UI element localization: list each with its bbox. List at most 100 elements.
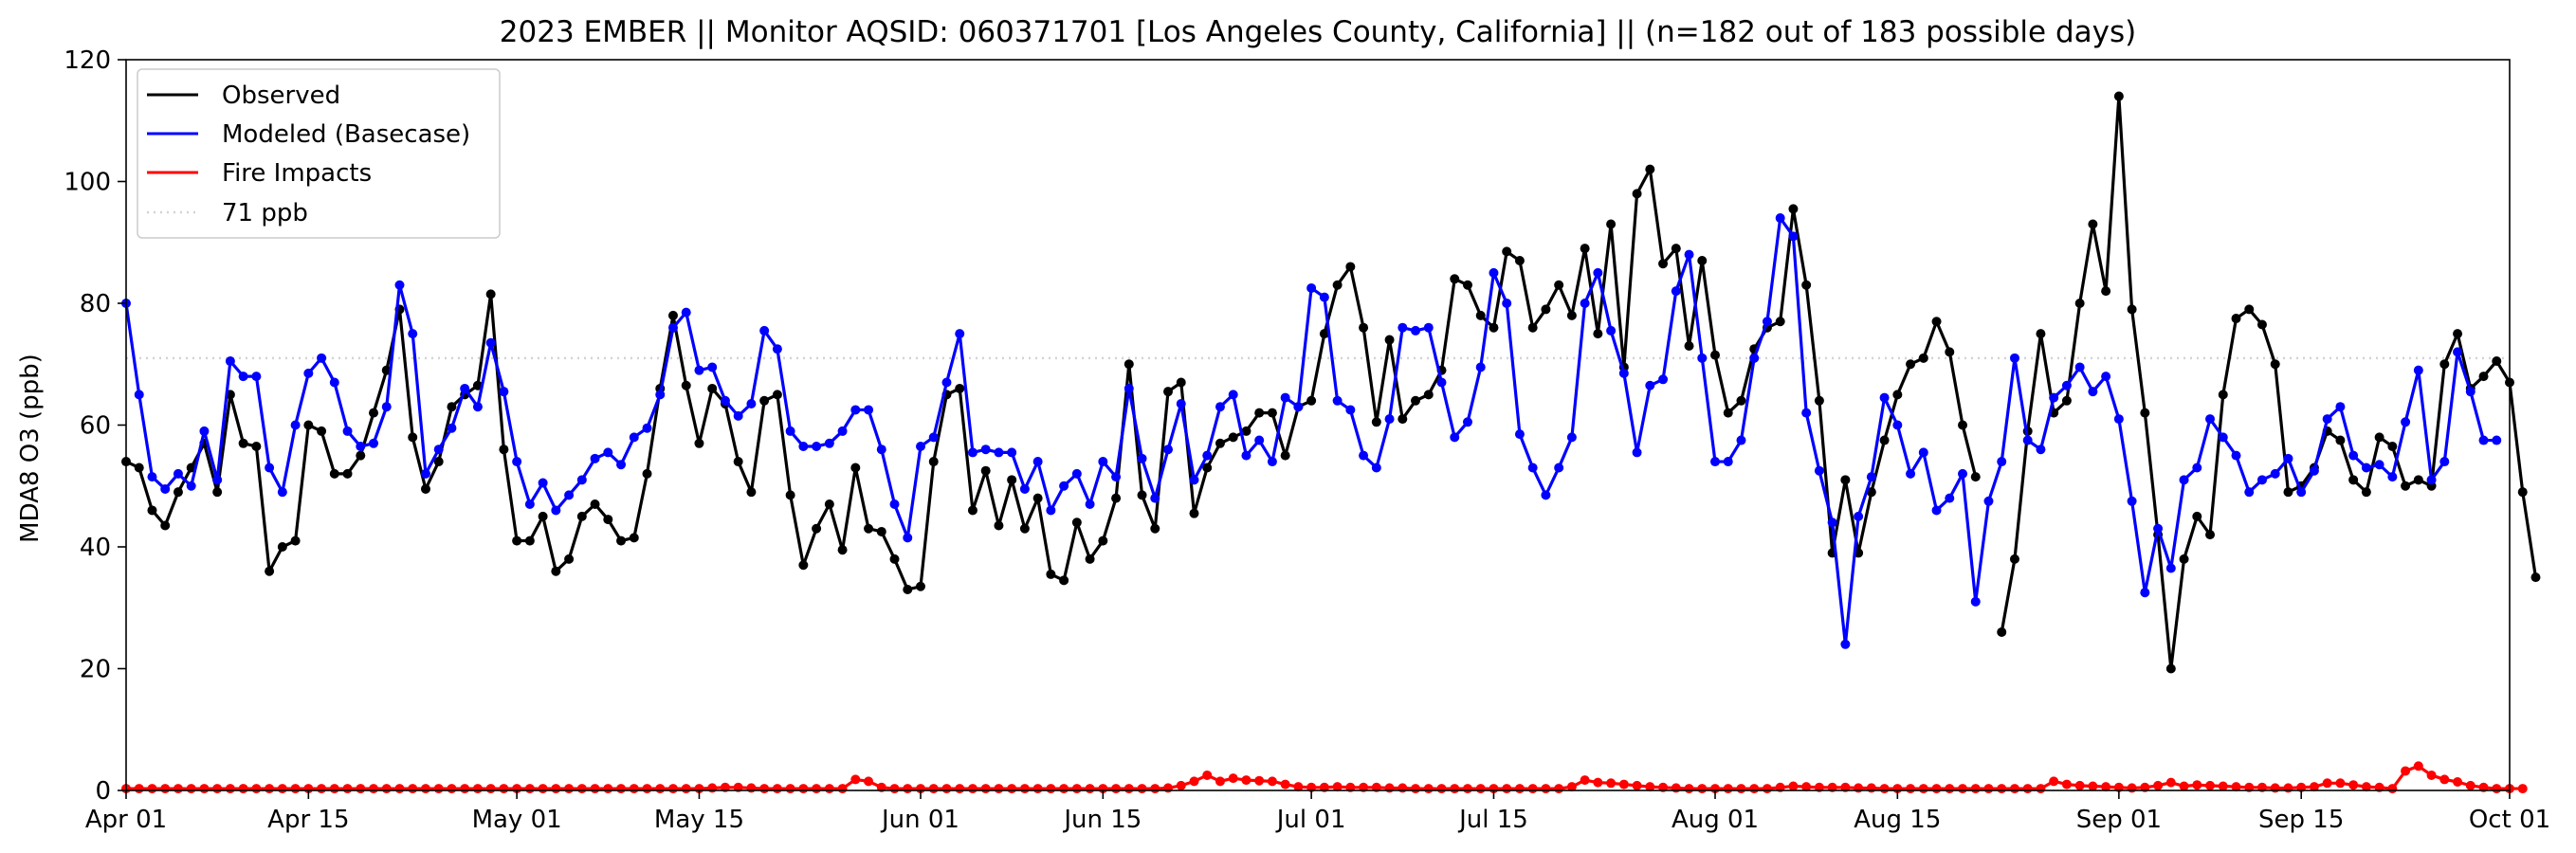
data-point: [1462, 280, 1472, 290]
x-tick-label: Apr 15: [267, 806, 349, 834]
data-point: [2335, 778, 2346, 789]
data-point: [147, 784, 157, 794]
y-tick-label: 120: [64, 46, 111, 75]
data-point: [1007, 447, 1017, 458]
data-point: [1931, 317, 1942, 327]
data-point: [1384, 335, 1395, 345]
data-point: [2256, 319, 2267, 330]
data-point: [303, 368, 314, 378]
x-tick-label: Sep 01: [2076, 806, 2162, 834]
data-point: [1398, 322, 1408, 333]
x-tick-label: Jul 15: [1457, 806, 1528, 834]
data-point: [1280, 779, 1290, 789]
data-point: [1241, 775, 1251, 786]
data-point: [785, 490, 795, 500]
data-point: [160, 483, 171, 494]
data-point: [2387, 472, 2398, 482]
data-point: [1137, 490, 1147, 500]
data-point: [1398, 783, 1408, 793]
data-point: [1241, 450, 1251, 461]
data-point: [2218, 390, 2228, 400]
data-point: [955, 329, 965, 339]
data-point: [499, 387, 509, 397]
data-point: [2179, 475, 2189, 485]
data-point: [1618, 368, 1629, 378]
data-point: [2439, 359, 2450, 370]
data-point: [2348, 780, 2359, 790]
data-point: [2296, 487, 2307, 498]
data-point: [694, 438, 704, 448]
data-point: [667, 310, 678, 320]
data-point: [2218, 432, 2228, 443]
data-point: [1059, 575, 1069, 586]
data-point: [2283, 783, 2293, 793]
data-point: [2088, 781, 2098, 791]
data-point: [277, 542, 287, 552]
series-line: [2000, 94, 2538, 671]
data-point: [824, 784, 834, 794]
data-point: [251, 441, 262, 451]
data-point: [538, 511, 548, 521]
data-point: [928, 784, 939, 794]
data-point: [2335, 402, 2346, 412]
data-point: [824, 438, 834, 448]
data-point: [642, 423, 652, 433]
data-point: [629, 784, 639, 794]
data-point: [2426, 770, 2437, 780]
data-point: [1723, 408, 1733, 418]
data-point: [1059, 481, 1069, 491]
data-point: [681, 307, 691, 318]
data-point: [1606, 778, 1617, 789]
data-point: [2009, 353, 2019, 363]
data-point: [1319, 292, 1329, 302]
data-point: [1007, 784, 1017, 794]
data-point: [1163, 783, 1174, 793]
data-point: [2322, 778, 2332, 789]
data-point: [1176, 377, 1186, 388]
data-point: [1215, 402, 1225, 412]
data-point: [2009, 554, 2019, 564]
data-point: [538, 784, 548, 794]
data-point: [433, 784, 444, 794]
data-point: [147, 505, 157, 516]
data-point: [1241, 426, 1251, 436]
data-point: [381, 784, 392, 794]
data-point: [303, 420, 314, 430]
data-point: [512, 535, 522, 546]
data-point: [2061, 779, 2072, 789]
data-point: [2309, 782, 2319, 792]
data-point: [1892, 420, 1903, 430]
data-point: [2036, 445, 2046, 455]
data-point: [394, 784, 405, 794]
data-point: [576, 475, 587, 485]
data-point: [1475, 310, 1486, 320]
data-point: [408, 329, 418, 339]
series-modeled-basecase: [121, 213, 2502, 649]
data-point: [2361, 463, 2371, 473]
data-point: [1580, 775, 1590, 786]
data-point: [147, 472, 157, 482]
data-point: [720, 395, 730, 406]
data-point: [1124, 784, 1134, 794]
data-point: [2165, 663, 2176, 674]
data-point: [2101, 286, 2111, 297]
data-point: [1566, 432, 1577, 443]
data-point: [1840, 639, 1851, 649]
data-point: [1450, 274, 1460, 284]
data-point: [864, 776, 874, 787]
data-point: [1866, 472, 1876, 482]
data-point: [759, 395, 770, 406]
data-point: [2465, 387, 2476, 397]
data-point: [1958, 420, 1968, 430]
data-point: [850, 405, 861, 415]
data-point: [447, 423, 457, 433]
data-point: [837, 545, 848, 555]
data-point: [980, 445, 991, 455]
data-point: [1906, 784, 1916, 794]
data-point: [1580, 299, 1590, 308]
data-point: [1671, 783, 1681, 793]
data-point: [980, 465, 991, 476]
data-point: [1267, 776, 1277, 787]
data-point: [967, 505, 977, 516]
data-point: [1906, 359, 1916, 370]
